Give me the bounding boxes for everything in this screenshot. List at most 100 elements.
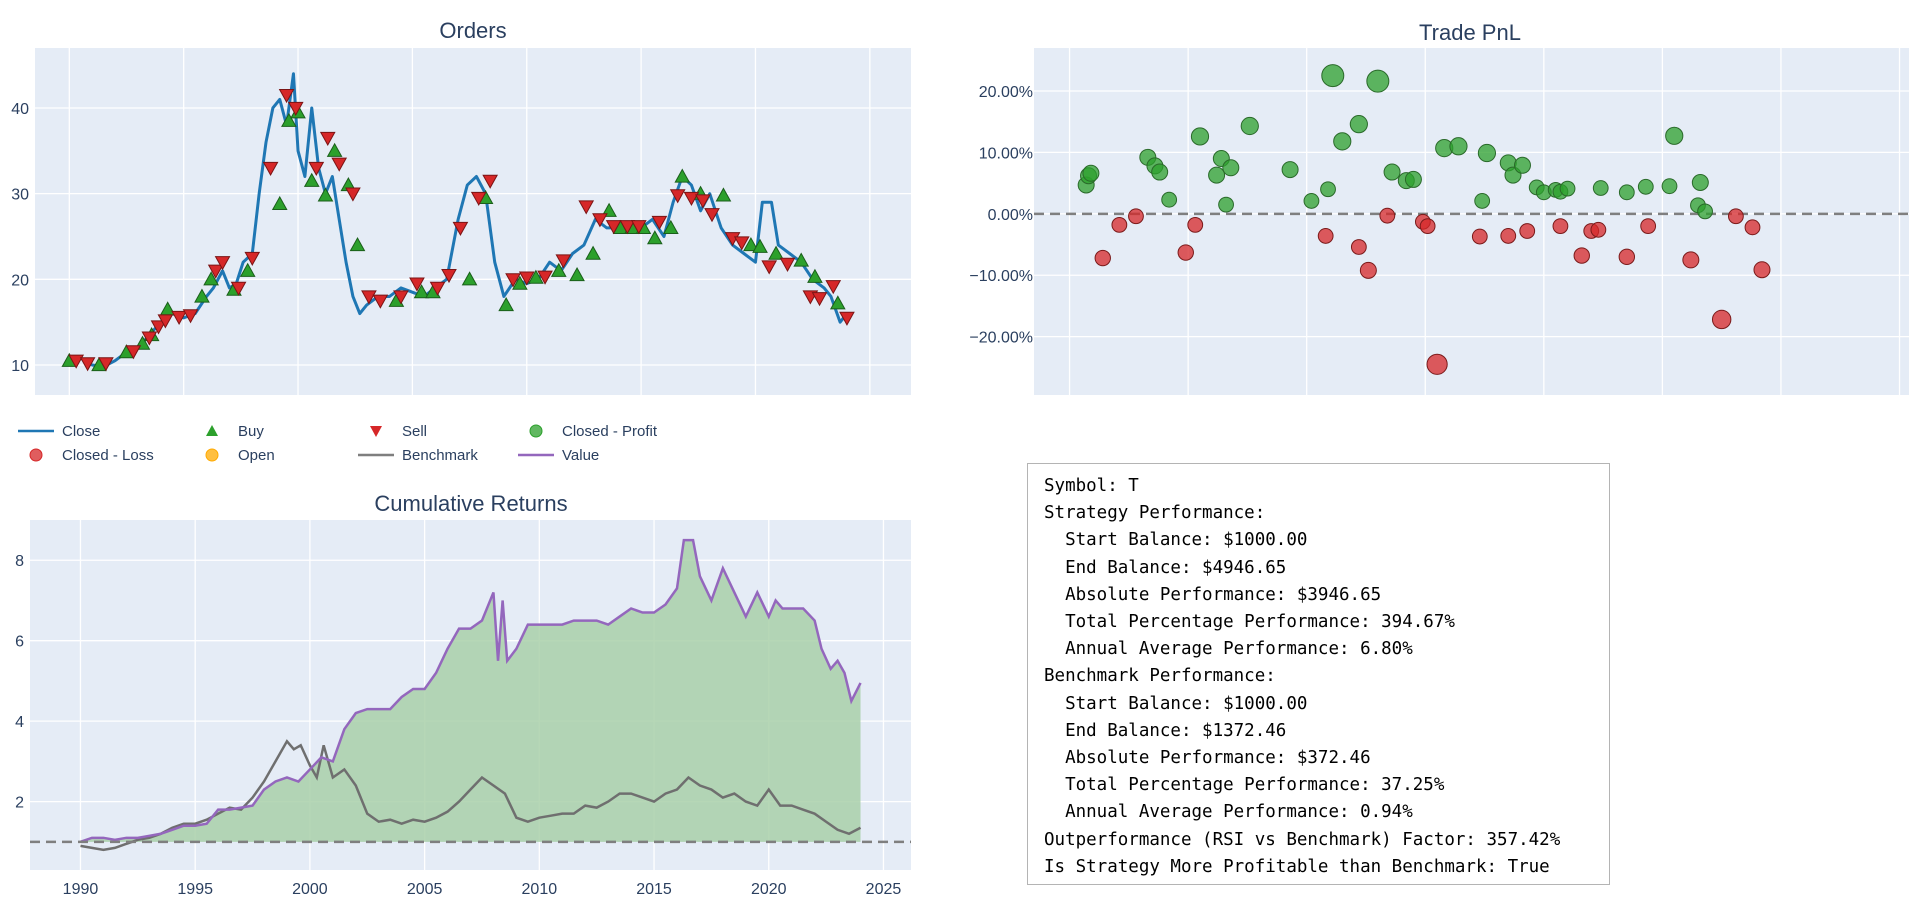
legend: Close Buy Sell Closed - Profit Closed - Loss…	[18, 423, 658, 464]
returns-chart: Cumulative Returns 1990 1995 2000 2005 2010 2…	[15, 491, 911, 898]
pnl-y-tick-label: 10.00%	[979, 145, 1033, 162]
profit-trade-marker	[1449, 137, 1468, 156]
buy-marker	[752, 238, 768, 253]
profit-trade-marker	[1161, 191, 1178, 208]
sell-marker	[214, 256, 231, 271]
loss-trade-marker	[1426, 353, 1448, 375]
pnl-plot-area	[1034, 48, 1909, 395]
legend-triangle-up-symbol	[206, 425, 218, 436]
sell-marker	[669, 189, 686, 204]
returns-x-tick-label: 2025	[866, 881, 902, 898]
profit-trade-marker	[1697, 203, 1713, 220]
stat-line: Benchmark Performance:	[1044, 666, 1276, 687]
loss-trade-marker	[1177, 244, 1194, 261]
loss-trade-marker	[1317, 228, 1334, 244]
stat-line: Total Percentage Performance: 394.67%	[1044, 612, 1455, 633]
profit-trade-marker	[1559, 180, 1576, 197]
buy-marker	[768, 245, 784, 260]
profit-trade-marker	[1404, 170, 1422, 188]
loss-trade-marker	[1552, 218, 1569, 235]
orders-y-tick-label: 40	[11, 101, 29, 118]
buy-marker	[203, 271, 219, 286]
legend-label: Closed - Profit	[562, 423, 658, 440]
sell-marker	[308, 161, 325, 176]
buy-marker	[715, 187, 732, 202]
loss-trade-marker	[1350, 239, 1367, 255]
profit-trade-marker	[1665, 126, 1684, 145]
pnl-title: Trade PnL	[1419, 20, 1521, 45]
sell-marker	[605, 220, 622, 235]
orders-y-ticks: 10 20 30 40	[11, 101, 29, 375]
profit-trade-marker	[1592, 180, 1609, 196]
sell-marker	[278, 89, 295, 104]
buy-marker	[662, 219, 679, 235]
pnl-chart: Trade PnL −20.00% −10.00% 0.00% 10.00% 20.00…	[969, 20, 1909, 395]
profit-trade-marker	[1618, 184, 1635, 201]
profit-trade-marker	[1349, 115, 1368, 134]
returns-x-tick-label: 2020	[751, 881, 787, 898]
profit-trade-marker	[1513, 156, 1531, 174]
sell-marker	[207, 264, 224, 279]
profit-trade-marker	[1383, 163, 1401, 181]
performance-summary-text: Symbol: T Strategy Performance: Start Bal…	[1028, 464, 1609, 881]
returns-y-tick-label: 6	[15, 634, 24, 651]
profit-trade-marker	[1218, 196, 1234, 213]
sell-marker	[482, 174, 499, 189]
profit-trade-marker	[1222, 159, 1240, 177]
buy-marker	[194, 288, 210, 303]
sell-marker	[695, 194, 711, 209]
legend-label: Value	[562, 447, 599, 464]
buy-marker	[793, 252, 810, 267]
returns-x-tick-label: 2010	[522, 881, 558, 898]
loss-trade-marker	[1379, 207, 1396, 224]
loss-trade-marker	[1519, 223, 1536, 239]
buy-marker	[413, 284, 430, 299]
buy-marker	[674, 168, 691, 183]
sell-marker	[518, 271, 535, 286]
buy-marker	[281, 112, 297, 127]
sell-marker	[825, 280, 842, 295]
buy-marker	[349, 237, 366, 252]
stat-line: Start Balance: $1000.00	[1044, 530, 1308, 551]
sell-marker	[452, 221, 469, 236]
loss-trade-marker	[1187, 216, 1204, 233]
buy-marker	[829, 295, 846, 310]
sell-marker	[537, 270, 553, 285]
buy-marker	[461, 271, 478, 286]
sell-marker	[372, 294, 389, 309]
sell-marker	[651, 215, 668, 230]
sell-marker	[287, 101, 304, 117]
profit-trade-marker	[1320, 181, 1336, 198]
sell-marker	[361, 290, 377, 305]
sell-marker	[592, 213, 608, 228]
returns-x-tick-label: 1990	[63, 881, 99, 898]
pnl-loss-markers	[1094, 207, 1771, 375]
loss-trade-marker	[1682, 251, 1700, 269]
legend-label: Buy	[238, 423, 264, 440]
buy-marker	[498, 297, 515, 312]
stat-line: End Balance: $1372.46	[1044, 720, 1287, 741]
returns-title: Cumulative Returns	[374, 491, 567, 516]
profit-trade-marker	[1082, 164, 1100, 182]
loss-trade-marker	[1419, 218, 1436, 235]
orders-chart: Orders 10 20 30 40	[11, 18, 911, 395]
buy-marker	[239, 262, 256, 277]
sell-marker	[79, 357, 96, 372]
sell-marker	[578, 200, 595, 215]
sell-marker	[811, 292, 828, 307]
legend-circle-symbol	[529, 424, 543, 438]
orders-y-tick-label: 10	[11, 358, 29, 375]
loss-trade-marker	[1471, 228, 1488, 245]
orders-sell-markers	[68, 89, 855, 372]
sell-marker	[393, 290, 409, 305]
sell-marker	[68, 354, 85, 369]
stat-line: Absolute Performance: $372.46	[1044, 748, 1371, 769]
returns-x-tick-label: 2000	[292, 881, 328, 898]
buy-marker	[743, 237, 759, 252]
buy-marker	[550, 262, 567, 277]
loss-trade-marker	[1359, 261, 1377, 279]
returns-ticks: 1990 1995 2000 2005 2010 2015 2020 2025 2 4 6 8	[15, 553, 901, 898]
loss-trade-marker	[1094, 249, 1111, 267]
profit-trade-marker	[1190, 127, 1210, 146]
